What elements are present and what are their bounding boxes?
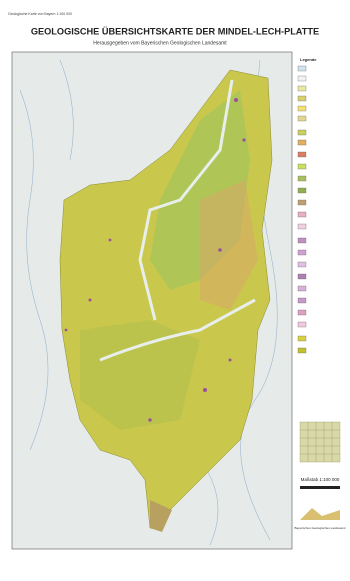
river-valleys	[99, 79, 256, 362]
sheet-index	[299, 421, 341, 463]
geology-zone	[80, 320, 200, 430]
top-note: Geologische Karte von Bayern 1:100 000	[8, 12, 72, 16]
legend-title: Legende	[300, 57, 317, 62]
map-subtitle: Herausgegeben vom Bayerischen Geologisch…	[93, 40, 227, 46]
geology-zone	[200, 180, 258, 310]
geology-zone	[150, 500, 172, 532]
publisher-logo	[300, 508, 340, 520]
map-title: GEOLOGISCHE ÜBERSICHTSKARTE DER MINDEL-L…	[31, 26, 319, 36]
geology-spots	[64, 98, 246, 422]
scale-label: Maßstab 1:100 000	[301, 477, 340, 482]
publisher: Bayerisches Geologisches Landesamt	[294, 526, 345, 530]
legend-swatches	[297, 65, 307, 354]
scale-bar	[300, 486, 340, 489]
